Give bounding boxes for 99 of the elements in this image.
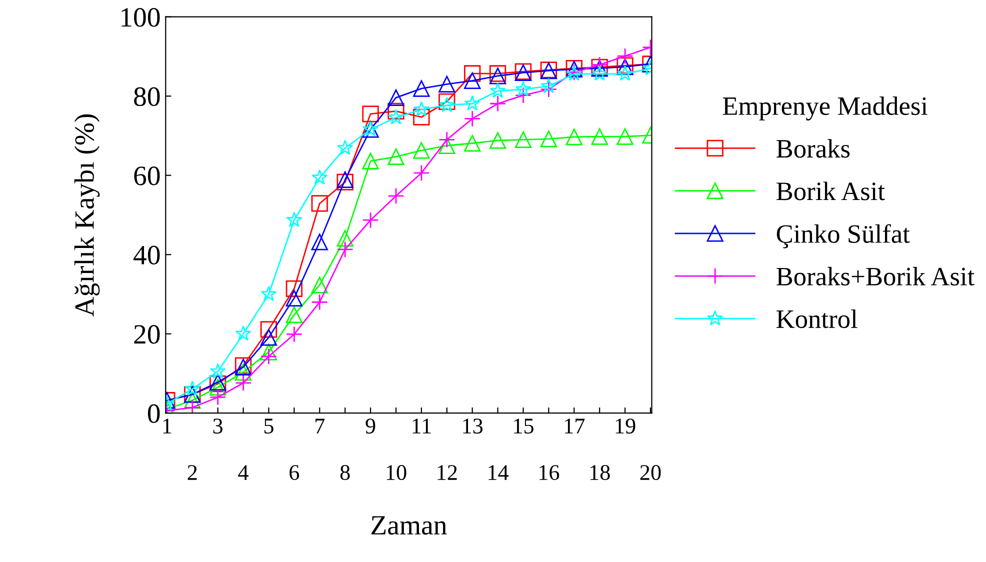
point	[260, 329, 278, 346]
point	[209, 388, 226, 406]
x-tick-label: 12	[438, 465, 457, 480]
point	[260, 321, 278, 338]
point	[438, 137, 456, 154]
point	[464, 65, 481, 82]
point	[413, 142, 430, 159]
x-tick-label: 4	[238, 465, 248, 480]
point	[336, 241, 354, 258]
y-tick-label: 20	[134, 324, 160, 344]
point	[312, 169, 328, 185]
point	[515, 81, 532, 96]
point	[438, 93, 456, 110]
point	[413, 101, 430, 116]
point	[388, 148, 404, 166]
x-tick-label: 11	[412, 418, 431, 434]
point	[540, 78, 557, 94]
point	[184, 399, 201, 414]
point	[286, 306, 303, 324]
legend-label: Boraks+Borik Asit	[776, 266, 975, 286]
point	[514, 131, 532, 148]
x-tick-label: 6	[290, 465, 300, 480]
x-tick-label: 5	[264, 418, 274, 434]
y-tick-label: 60	[134, 166, 160, 186]
point	[438, 76, 456, 93]
legend-label: Kontrol	[776, 310, 858, 328]
point	[362, 106, 379, 122]
point	[540, 130, 558, 148]
point	[311, 234, 328, 250]
point	[566, 128, 582, 146]
point	[591, 128, 608, 145]
y-tick-label: 100	[122, 8, 160, 27]
point	[490, 82, 506, 98]
point	[286, 290, 303, 307]
x-tick-label: 9	[366, 418, 376, 434]
x-tick-label: 15	[514, 418, 534, 434]
point	[514, 86, 532, 104]
point	[286, 326, 303, 343]
point	[489, 95, 506, 112]
point	[286, 212, 302, 227]
x-tick-label: 13	[463, 418, 483, 434]
point	[362, 212, 379, 228]
legend-title: Emprenye Maddesi	[722, 96, 928, 121]
legend-label: Çinko Sülfat	[776, 224, 910, 248]
point	[286, 280, 303, 297]
point	[260, 348, 278, 365]
point	[616, 48, 634, 64]
point	[260, 344, 278, 360]
x-tick-label: 18	[590, 465, 610, 480]
point	[234, 374, 252, 392]
point	[388, 89, 404, 106]
point	[413, 108, 430, 126]
point	[362, 152, 379, 170]
x-tick-label: 20	[640, 465, 661, 480]
point	[336, 230, 354, 247]
x-tick-label: 16	[540, 465, 560, 480]
point	[184, 392, 201, 409]
point	[464, 95, 480, 111]
x-tick-label: 7	[316, 418, 325, 434]
point	[311, 195, 328, 212]
x-tick-label: 1	[163, 418, 172, 434]
point	[464, 72, 481, 89]
point	[438, 131, 456, 148]
point	[337, 140, 354, 155]
y-tick-label: 0	[148, 404, 160, 423]
y-axis-title: Ağırlık Kaybı (%)	[74, 114, 100, 317]
point	[617, 66, 633, 81]
point	[616, 128, 634, 145]
point	[464, 110, 481, 128]
point	[388, 188, 404, 204]
x-tick-label: 3	[213, 418, 223, 434]
y-tick-label: 40	[134, 246, 160, 264]
point	[311, 276, 328, 294]
x-tick-label: 2	[188, 465, 197, 480]
point	[184, 380, 200, 396]
point	[311, 294, 328, 310]
x-tick-label: 19	[616, 418, 636, 434]
x-tick-label: 8	[340, 465, 350, 480]
x-tick-label: 17	[564, 418, 585, 434]
x-tick-label: 14	[488, 465, 509, 480]
point	[234, 364, 252, 381]
point	[235, 325, 252, 341]
point	[413, 80, 430, 97]
legend-label: Boraks	[776, 139, 850, 158]
point	[210, 363, 226, 378]
point	[540, 81, 558, 98]
point	[388, 102, 404, 120]
point	[489, 132, 506, 149]
point	[209, 378, 226, 396]
x-tick-label: 10	[386, 465, 406, 480]
point	[592, 66, 608, 81]
point	[413, 164, 430, 182]
point	[438, 96, 455, 112]
x-axis-title: Zaman	[371, 516, 447, 535]
point	[464, 134, 481, 152]
y-tick-label: 80	[134, 87, 160, 106]
point	[260, 286, 277, 302]
legend-label: Borik Asit	[776, 182, 885, 200]
point	[388, 109, 404, 124]
